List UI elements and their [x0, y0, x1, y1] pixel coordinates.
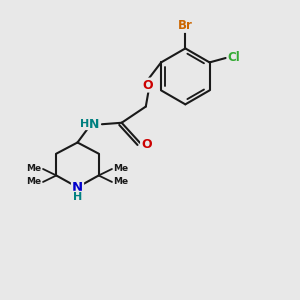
- Text: H: H: [73, 192, 82, 202]
- Text: Me: Me: [26, 164, 42, 173]
- Text: Me: Me: [113, 177, 128, 186]
- Text: N: N: [72, 181, 83, 194]
- Text: Me: Me: [113, 164, 128, 173]
- Text: Cl: Cl: [228, 52, 240, 64]
- Text: O: O: [141, 138, 152, 151]
- Text: H: H: [80, 119, 89, 129]
- Text: Br: Br: [178, 19, 193, 32]
- Text: O: O: [143, 79, 154, 92]
- Text: Me: Me: [26, 177, 42, 186]
- Text: N: N: [89, 118, 100, 131]
